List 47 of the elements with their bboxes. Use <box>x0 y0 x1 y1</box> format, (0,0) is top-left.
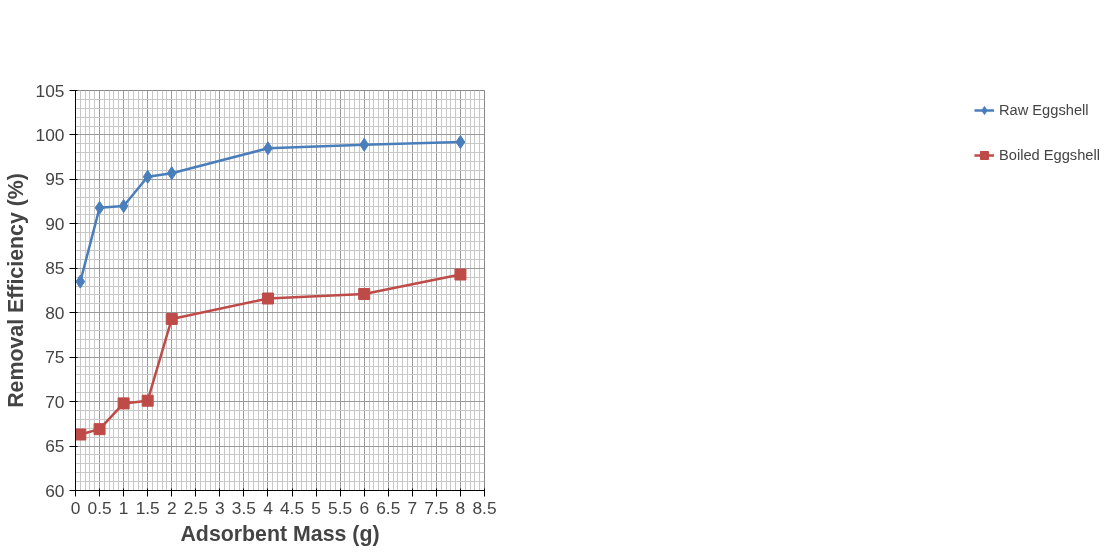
point <box>117 397 130 410</box>
y-tick-label: 75 <box>45 347 65 368</box>
x-tick-label: 3 <box>215 497 225 518</box>
y-tick-label: 95 <box>45 169 65 190</box>
point <box>166 166 177 181</box>
x-tick-label: 5.5 <box>328 497 353 518</box>
point <box>358 288 371 301</box>
x-tick-label: 0 <box>70 497 81 518</box>
x-tick-label: 0.5 <box>87 497 112 518</box>
y-axis-title: Removal Efficiency (%) <box>3 173 28 408</box>
point <box>454 268 467 281</box>
x-tick-label: 1 <box>118 497 129 518</box>
legend-label: Boiled Eggshell <box>998 147 1100 163</box>
y-tick-label: 90 <box>45 213 65 234</box>
point <box>118 199 129 214</box>
x-tick-label: 7.5 <box>424 497 449 518</box>
x-tick-label: 1.5 <box>135 497 160 518</box>
point <box>261 292 274 305</box>
y-tick-label: 65 <box>45 436 65 457</box>
y-tick-label: 100 <box>35 124 65 145</box>
point <box>359 137 370 152</box>
x-axis-title: Adsorbent Mass (g) <box>180 521 380 546</box>
point <box>142 169 153 184</box>
x-tick-label: 5 <box>311 497 321 518</box>
point <box>94 200 105 215</box>
y-tick-label: 70 <box>45 391 65 412</box>
x-tick-label: 4 <box>263 497 274 518</box>
x-tick-label: 2 <box>166 497 177 518</box>
point <box>165 312 178 325</box>
point <box>75 428 87 441</box>
x-tick-label: 4.5 <box>279 497 305 518</box>
y-tick-label: 105 <box>35 80 65 101</box>
y-tick-label: 80 <box>45 302 65 323</box>
x-tick-label: 3.5 <box>231 497 256 518</box>
point <box>455 135 466 150</box>
x-tick-label: 6 <box>359 497 370 518</box>
point <box>93 423 106 436</box>
x-tick-label: 6.5 <box>376 497 401 518</box>
y-tick-label: 60 <box>45 480 65 501</box>
point <box>141 394 154 407</box>
x-tick-label: 8.5 <box>472 497 497 518</box>
x-tick-label: 8 <box>455 497 466 518</box>
point <box>75 274 86 289</box>
y-tick-label: 85 <box>45 258 65 279</box>
x-tick-label: 7 <box>407 497 418 518</box>
x-tick-label: 2.5 <box>183 497 208 518</box>
legend-label: Raw Eggshell <box>998 102 1089 118</box>
